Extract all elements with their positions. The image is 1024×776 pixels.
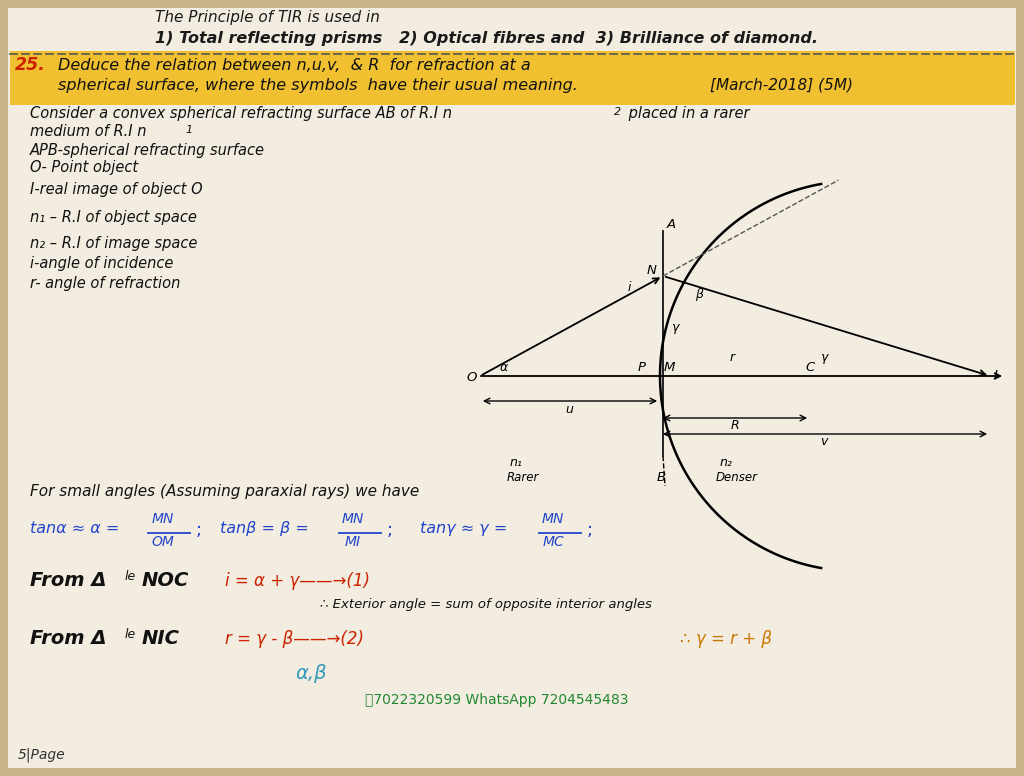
Text: MC: MC xyxy=(543,535,565,549)
Text: γ: γ xyxy=(820,351,827,364)
Text: placed in a rarer: placed in a rarer xyxy=(624,106,750,121)
Text: γ: γ xyxy=(671,321,678,334)
Text: [March-2018] (5M): [March-2018] (5M) xyxy=(710,78,853,93)
Text: ;: ; xyxy=(196,521,202,539)
Text: tanα ≈ α =: tanα ≈ α = xyxy=(30,521,119,536)
Text: For small angles (Assuming paraxial rays) we have: For small angles (Assuming paraxial rays… xyxy=(30,484,419,499)
Text: v: v xyxy=(820,435,827,448)
Text: u: u xyxy=(565,403,572,416)
Text: Deduce the relation between n,u,v,  & R  for refraction at a: Deduce the relation between n,u,v, & R f… xyxy=(58,58,530,73)
Text: 25.: 25. xyxy=(15,56,46,74)
Text: n₁: n₁ xyxy=(510,456,523,469)
Text: R: R xyxy=(731,419,739,432)
Text: MN: MN xyxy=(542,512,564,526)
Text: le: le xyxy=(125,628,136,641)
Text: From Δ: From Δ xyxy=(30,629,106,648)
Text: MI: MI xyxy=(345,535,361,549)
Text: i = α + γ——→(1): i = α + γ——→(1) xyxy=(225,572,370,590)
Text: α,β: α,β xyxy=(295,664,327,683)
Text: 2: 2 xyxy=(614,107,622,117)
Text: Consider a convex spherical refracting surface AB of R.I n: Consider a convex spherical refracting s… xyxy=(30,106,452,121)
Text: i: i xyxy=(628,281,632,294)
Text: APB-spherical refracting surface: APB-spherical refracting surface xyxy=(30,143,265,158)
Text: N: N xyxy=(647,264,656,277)
Text: tanβ = β =: tanβ = β = xyxy=(220,521,309,536)
Text: P: P xyxy=(638,361,646,374)
Text: 1) Total reflecting prisms   2) Optical fibres and  3) Brilliance of diamond.: 1) Total reflecting prisms 2) Optical fi… xyxy=(155,31,818,46)
Text: MN: MN xyxy=(342,512,365,526)
Text: MN: MN xyxy=(152,512,174,526)
Text: B: B xyxy=(657,471,667,484)
Text: n₁ – R.I of object space: n₁ – R.I of object space xyxy=(30,210,197,225)
Text: spherical surface, where the symbols  have their usual meaning.: spherical surface, where the symbols hav… xyxy=(58,78,578,93)
Text: I: I xyxy=(994,369,997,382)
Text: n₂: n₂ xyxy=(720,456,733,469)
Text: n₂ – R.I of image space: n₂ – R.I of image space xyxy=(30,236,198,251)
Text: 1: 1 xyxy=(185,125,193,135)
Text: O: O xyxy=(466,371,476,384)
Text: I-real image of object O: I-real image of object O xyxy=(30,182,203,197)
Text: tanγ ≈ γ =: tanγ ≈ γ = xyxy=(420,521,507,536)
FancyBboxPatch shape xyxy=(10,51,1015,105)
Text: ∴ γ = r + β: ∴ γ = r + β xyxy=(680,630,772,648)
Text: ;: ; xyxy=(387,521,393,539)
Text: ∴ Exterior angle = sum of opposite interior angles: ∴ Exterior angle = sum of opposite inter… xyxy=(319,598,652,611)
Text: OM: OM xyxy=(151,535,174,549)
Text: From Δ: From Δ xyxy=(30,571,106,590)
Text: 5|Page: 5|Page xyxy=(18,747,66,761)
Text: NOC: NOC xyxy=(142,571,189,590)
Text: r = γ - β——→(2): r = γ - β——→(2) xyxy=(225,630,364,648)
Text: O- Point object: O- Point object xyxy=(30,160,138,175)
Text: C: C xyxy=(805,361,814,374)
Text: Denser: Denser xyxy=(716,471,758,484)
Text: i-angle of incidence: i-angle of incidence xyxy=(30,256,173,271)
Text: The Principle of TIR is used in: The Principle of TIR is used in xyxy=(155,10,380,25)
Text: NIC: NIC xyxy=(142,629,180,648)
Text: ;: ; xyxy=(587,521,593,539)
Text: r- angle of refraction: r- angle of refraction xyxy=(30,276,180,291)
Text: Rarer: Rarer xyxy=(507,471,540,484)
Text: M: M xyxy=(664,361,676,374)
Text: le: le xyxy=(125,570,136,583)
Text: α: α xyxy=(500,361,508,374)
FancyBboxPatch shape xyxy=(8,8,1016,768)
Text: A: A xyxy=(667,218,676,231)
Text: medium of R.I n: medium of R.I n xyxy=(30,124,146,139)
Text: ⑶7022320599 WhatsApp 7204545483: ⑶7022320599 WhatsApp 7204545483 xyxy=(365,693,629,707)
Text: β: β xyxy=(695,288,703,301)
Text: r: r xyxy=(730,351,735,364)
